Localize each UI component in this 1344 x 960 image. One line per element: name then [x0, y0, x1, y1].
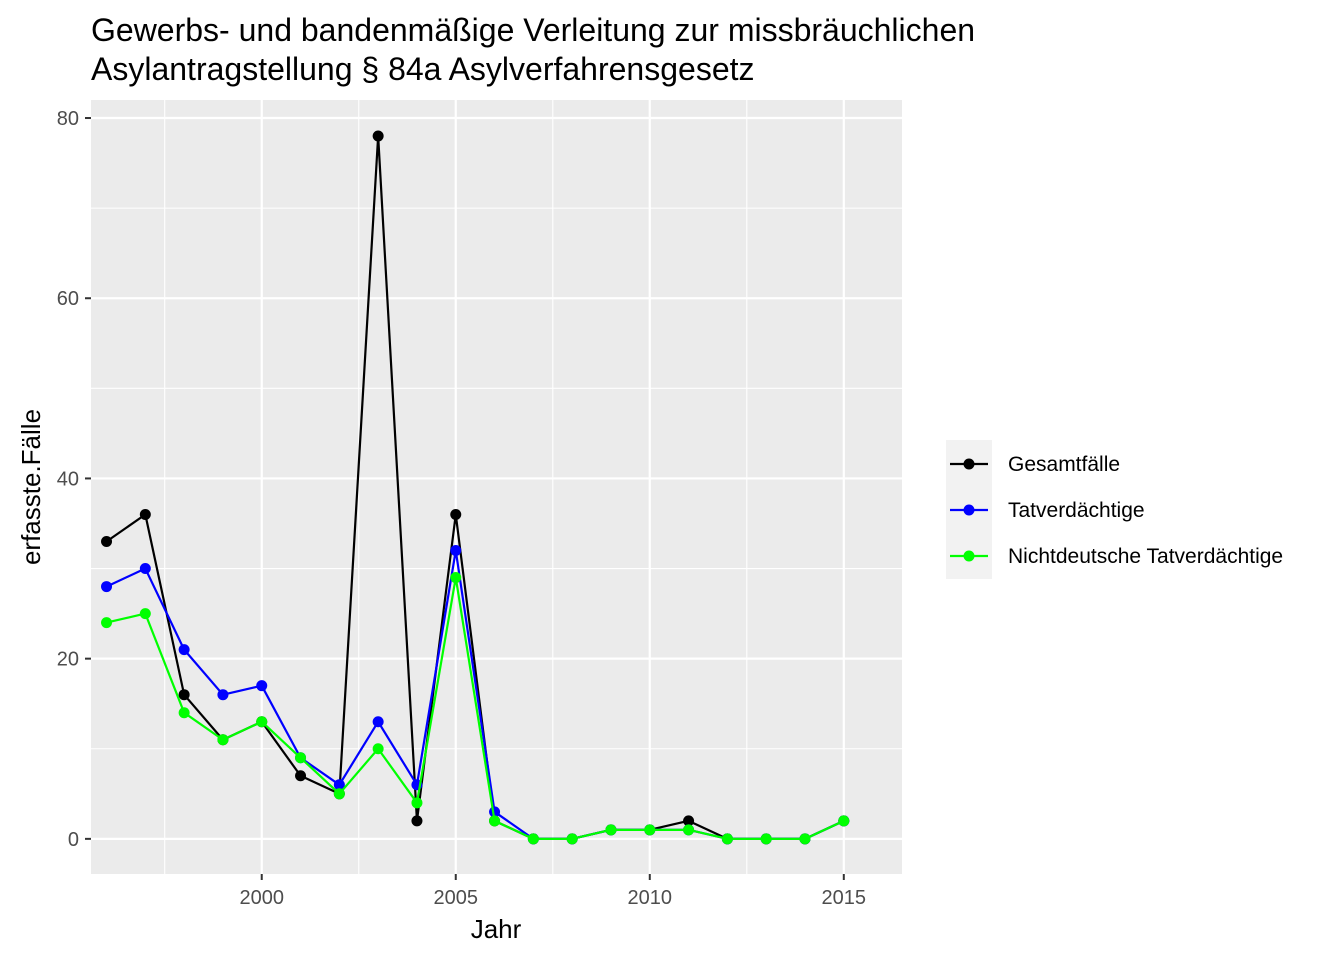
data-point [566, 833, 578, 845]
x-tick-label: 2015 [822, 887, 867, 909]
y-tick-label: 60 [57, 288, 79, 310]
data-point [489, 815, 501, 827]
data-point [683, 815, 695, 827]
plot-area: 0 20 40 60 80 2000 2005 2010 2015 [57, 100, 902, 909]
data-point [101, 617, 113, 629]
legend-key-point [963, 458, 975, 470]
data-point [139, 563, 151, 575]
y-tick-label: 80 [57, 108, 79, 130]
data-point [372, 743, 384, 755]
series-line [106, 576, 845, 840]
data-point [139, 608, 151, 620]
chart-title-line-2: Asylantragstellung § 84a Asylverfahrensg… [91, 51, 755, 87]
data-point [721, 833, 733, 845]
data-point [838, 815, 850, 827]
data-point [644, 824, 656, 836]
data-point [527, 833, 539, 845]
legend-key-point [963, 504, 975, 516]
legend-item: Gesamtfälle [950, 453, 1120, 476]
data-point [450, 545, 462, 557]
y-axis-title: erfasste.Fälle [16, 409, 46, 565]
data-point [217, 734, 229, 746]
data-point [372, 716, 384, 728]
legend-label: Gesamtfälle [1008, 453, 1120, 476]
legend-label: Tatverdächtige [1008, 499, 1145, 522]
legend-item: Nichtdeutsche Tatverdächtige [950, 545, 1283, 568]
legend-key-point [963, 550, 975, 562]
data-point [450, 572, 462, 584]
data-point [101, 581, 113, 593]
plot-panel [91, 100, 902, 874]
data-point [372, 130, 384, 142]
y-tick-label: 0 [68, 829, 79, 851]
data-point [333, 779, 345, 791]
data-point [760, 833, 772, 845]
data-point [605, 824, 617, 836]
x-tick-label: 2005 [434, 887, 479, 909]
legend: Gesamtfälle Tatverdächtige Nichtdeutsche T… [946, 440, 1283, 579]
x-tick-label: 2010 [628, 887, 673, 909]
data-point [178, 689, 190, 701]
chart-title-line-1: Gewerbs- und bandenmäßige Verleitung zur… [91, 12, 975, 48]
data-point [101, 536, 113, 548]
data-point [139, 508, 151, 520]
data-point [411, 797, 423, 809]
series-3 [101, 572, 850, 845]
data-point [683, 824, 695, 836]
y-tick-label: 40 [57, 468, 79, 490]
data-point [333, 788, 345, 800]
legend-label: Nichtdeutsche Tatverdächtige [1008, 545, 1283, 568]
data-point [799, 833, 811, 845]
x-tick-label: 2000 [239, 887, 284, 909]
data-point [295, 770, 307, 782]
data-point [178, 707, 190, 719]
legend-item: Tatverdächtige [950, 499, 1145, 522]
x-axis-title: Jahr [471, 914, 522, 944]
data-point [411, 815, 423, 827]
data-point [450, 508, 462, 520]
data-point [256, 680, 268, 692]
data-point [217, 689, 229, 701]
y-tick-label: 20 [57, 649, 79, 671]
data-point [295, 752, 307, 764]
data-point [178, 644, 190, 656]
data-point [256, 716, 268, 728]
